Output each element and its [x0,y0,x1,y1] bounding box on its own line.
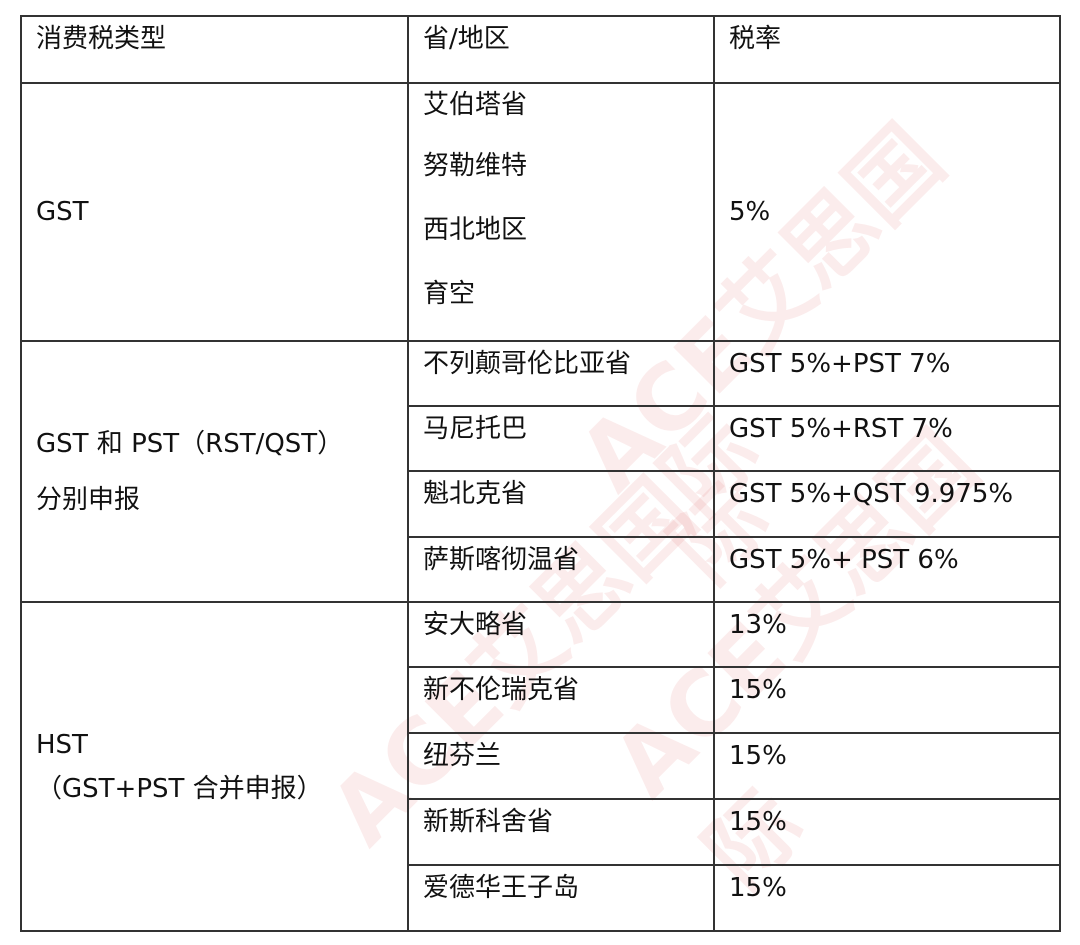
header-row: 消费税类型 省/地区 税率 [20,15,1061,84]
rate-cell: 5% [713,82,1061,342]
province-cell: 魁北克省 [407,470,715,538]
rate-cell: GST 5%+QST 9.975% [713,470,1061,538]
table-row: GST 艾伯塔省 努勒维特 西北地区 育空 5% [20,82,1061,342]
type-label: （GST+PST 合并申报） [36,773,323,804]
province: 育空 [423,279,476,309]
table-row: 马尼托巴 GST 5%+RST 7% [21,405,1061,472]
table-row: GST 和 PST（RST/QST） 分别申报 不列颠哥伦比亚省 GST 5%+… [20,340,1061,603]
province-cell: 新斯科舍省 [407,798,715,866]
province-cell: 爱德华王子岛 [407,864,715,932]
type-label: HST [36,729,88,760]
table-row: 纽芬兰 15% [21,732,1061,800]
rate-cell: GST 5%+RST 7% [713,405,1061,472]
table-row: HST （GST+PST 合并申报） 安大略省 13% [20,601,1061,932]
header-type: 消费税类型 [20,15,409,84]
header-rate: 税率 [713,15,1061,84]
table-row: 魁北克省 GST 5%+QST 9.975% [21,470,1061,538]
province-cell: 安大略省 [407,601,715,668]
rate-cell: 15% [713,732,1061,800]
type-cell: HST （GST+PST 合并申报） [20,601,409,932]
header-province: 省/地区 [407,15,715,84]
province-cell: 马尼托巴 [407,405,715,472]
province-cell: 纽芬兰 [407,732,715,800]
province: 西北地区 [423,215,528,245]
table-row: 新斯科舍省 15% [21,798,1061,866]
rate-cell: 15% [713,798,1061,866]
gst-tax-table: 消费税类型 省/地区 税率 GST 艾伯塔省 努勒维特 西北地区 育空 5% G… [20,15,1061,932]
type-cell: GST 和 PST（RST/QST） 分别申报 [20,340,409,603]
rate-cell: 15% [713,864,1061,932]
table-row: 萨斯喀彻温省 GST 5%+ PST 6% [21,536,1061,603]
rate-cell: 15% [713,666,1061,734]
province-cell: 艾伯塔省 努勒维特 西北地区 育空 [407,82,715,342]
type-label: 分别申报 [36,484,141,515]
type-label: GST 和 PST（RST/QST） [36,428,344,459]
table-row: 爱德华王子岛 15% [21,864,1061,932]
province-cell: 新不伦瑞克省 [407,666,715,734]
province-cell: 萨斯喀彻温省 [407,536,715,603]
province-cell: 不列颠哥伦比亚省 [407,340,715,407]
province: 艾伯塔省 [423,90,528,120]
type-label: GST [36,197,89,227]
rate-cell: GST 5%+PST 7% [713,340,1061,407]
type-cell: GST [20,82,409,342]
province: 努勒维特 [423,151,528,181]
table-row: 新不伦瑞克省 15% [21,666,1061,734]
rate-cell: 13% [713,601,1061,668]
rate-cell: GST 5%+ PST 6% [713,536,1061,603]
